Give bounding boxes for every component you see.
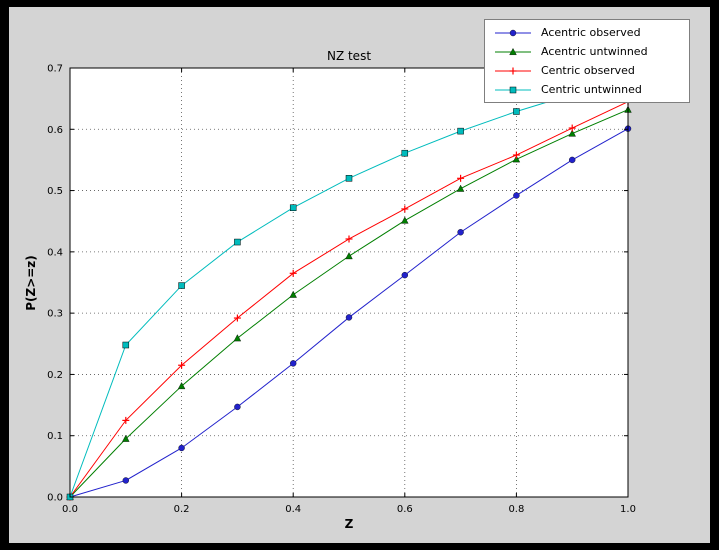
legend-label: Acentric untwinned bbox=[541, 45, 648, 58]
legend-marker-plus-icon bbox=[495, 67, 531, 74]
legend-item: Centric observed bbox=[489, 61, 685, 80]
legend-marker-square-icon bbox=[495, 86, 531, 93]
legend-label: Acentric observed bbox=[541, 26, 641, 39]
legend-label: Centric observed bbox=[541, 64, 635, 77]
x-tick-label: 0.6 bbox=[397, 504, 413, 515]
y-tick-label: 0.4 bbox=[47, 247, 63, 258]
y-tick-label: 0.0 bbox=[47, 493, 63, 504]
legend: Acentric observed Acentric untwinned Centr… bbox=[484, 19, 690, 103]
y-tick-label: 0.7 bbox=[47, 64, 63, 75]
axis-frame bbox=[69, 67, 629, 498]
legend-marker-triangle-icon bbox=[495, 47, 531, 55]
x-tick-label: 0.2 bbox=[174, 504, 190, 515]
legend-item: Centric untwinned bbox=[489, 80, 685, 99]
plot-background bbox=[70, 68, 628, 497]
x-axis-label: Z bbox=[344, 517, 354, 531]
legend-label: Centric untwinned bbox=[541, 83, 642, 96]
chart-title: NZ test bbox=[326, 49, 372, 63]
y-tick-label: 0.6 bbox=[47, 125, 63, 136]
legend-marker-circle-icon bbox=[495, 29, 531, 36]
legend-item: Acentric observed bbox=[489, 23, 685, 42]
y-tick-label: 0.2 bbox=[47, 370, 63, 381]
y-tick-label: 0.5 bbox=[47, 186, 63, 197]
y-axis-label: P(Z>=z) bbox=[24, 255, 38, 311]
legend-item: Acentric untwinned bbox=[489, 42, 685, 61]
x-tick-label: 0.4 bbox=[285, 504, 301, 515]
x-tick-label: 1.0 bbox=[620, 504, 636, 515]
x-tick-label: 0.0 bbox=[62, 504, 78, 515]
x-tick-label: 0.8 bbox=[508, 504, 524, 515]
y-tick-label: 0.3 bbox=[47, 309, 63, 320]
y-tick-label: 0.1 bbox=[47, 431, 63, 442]
